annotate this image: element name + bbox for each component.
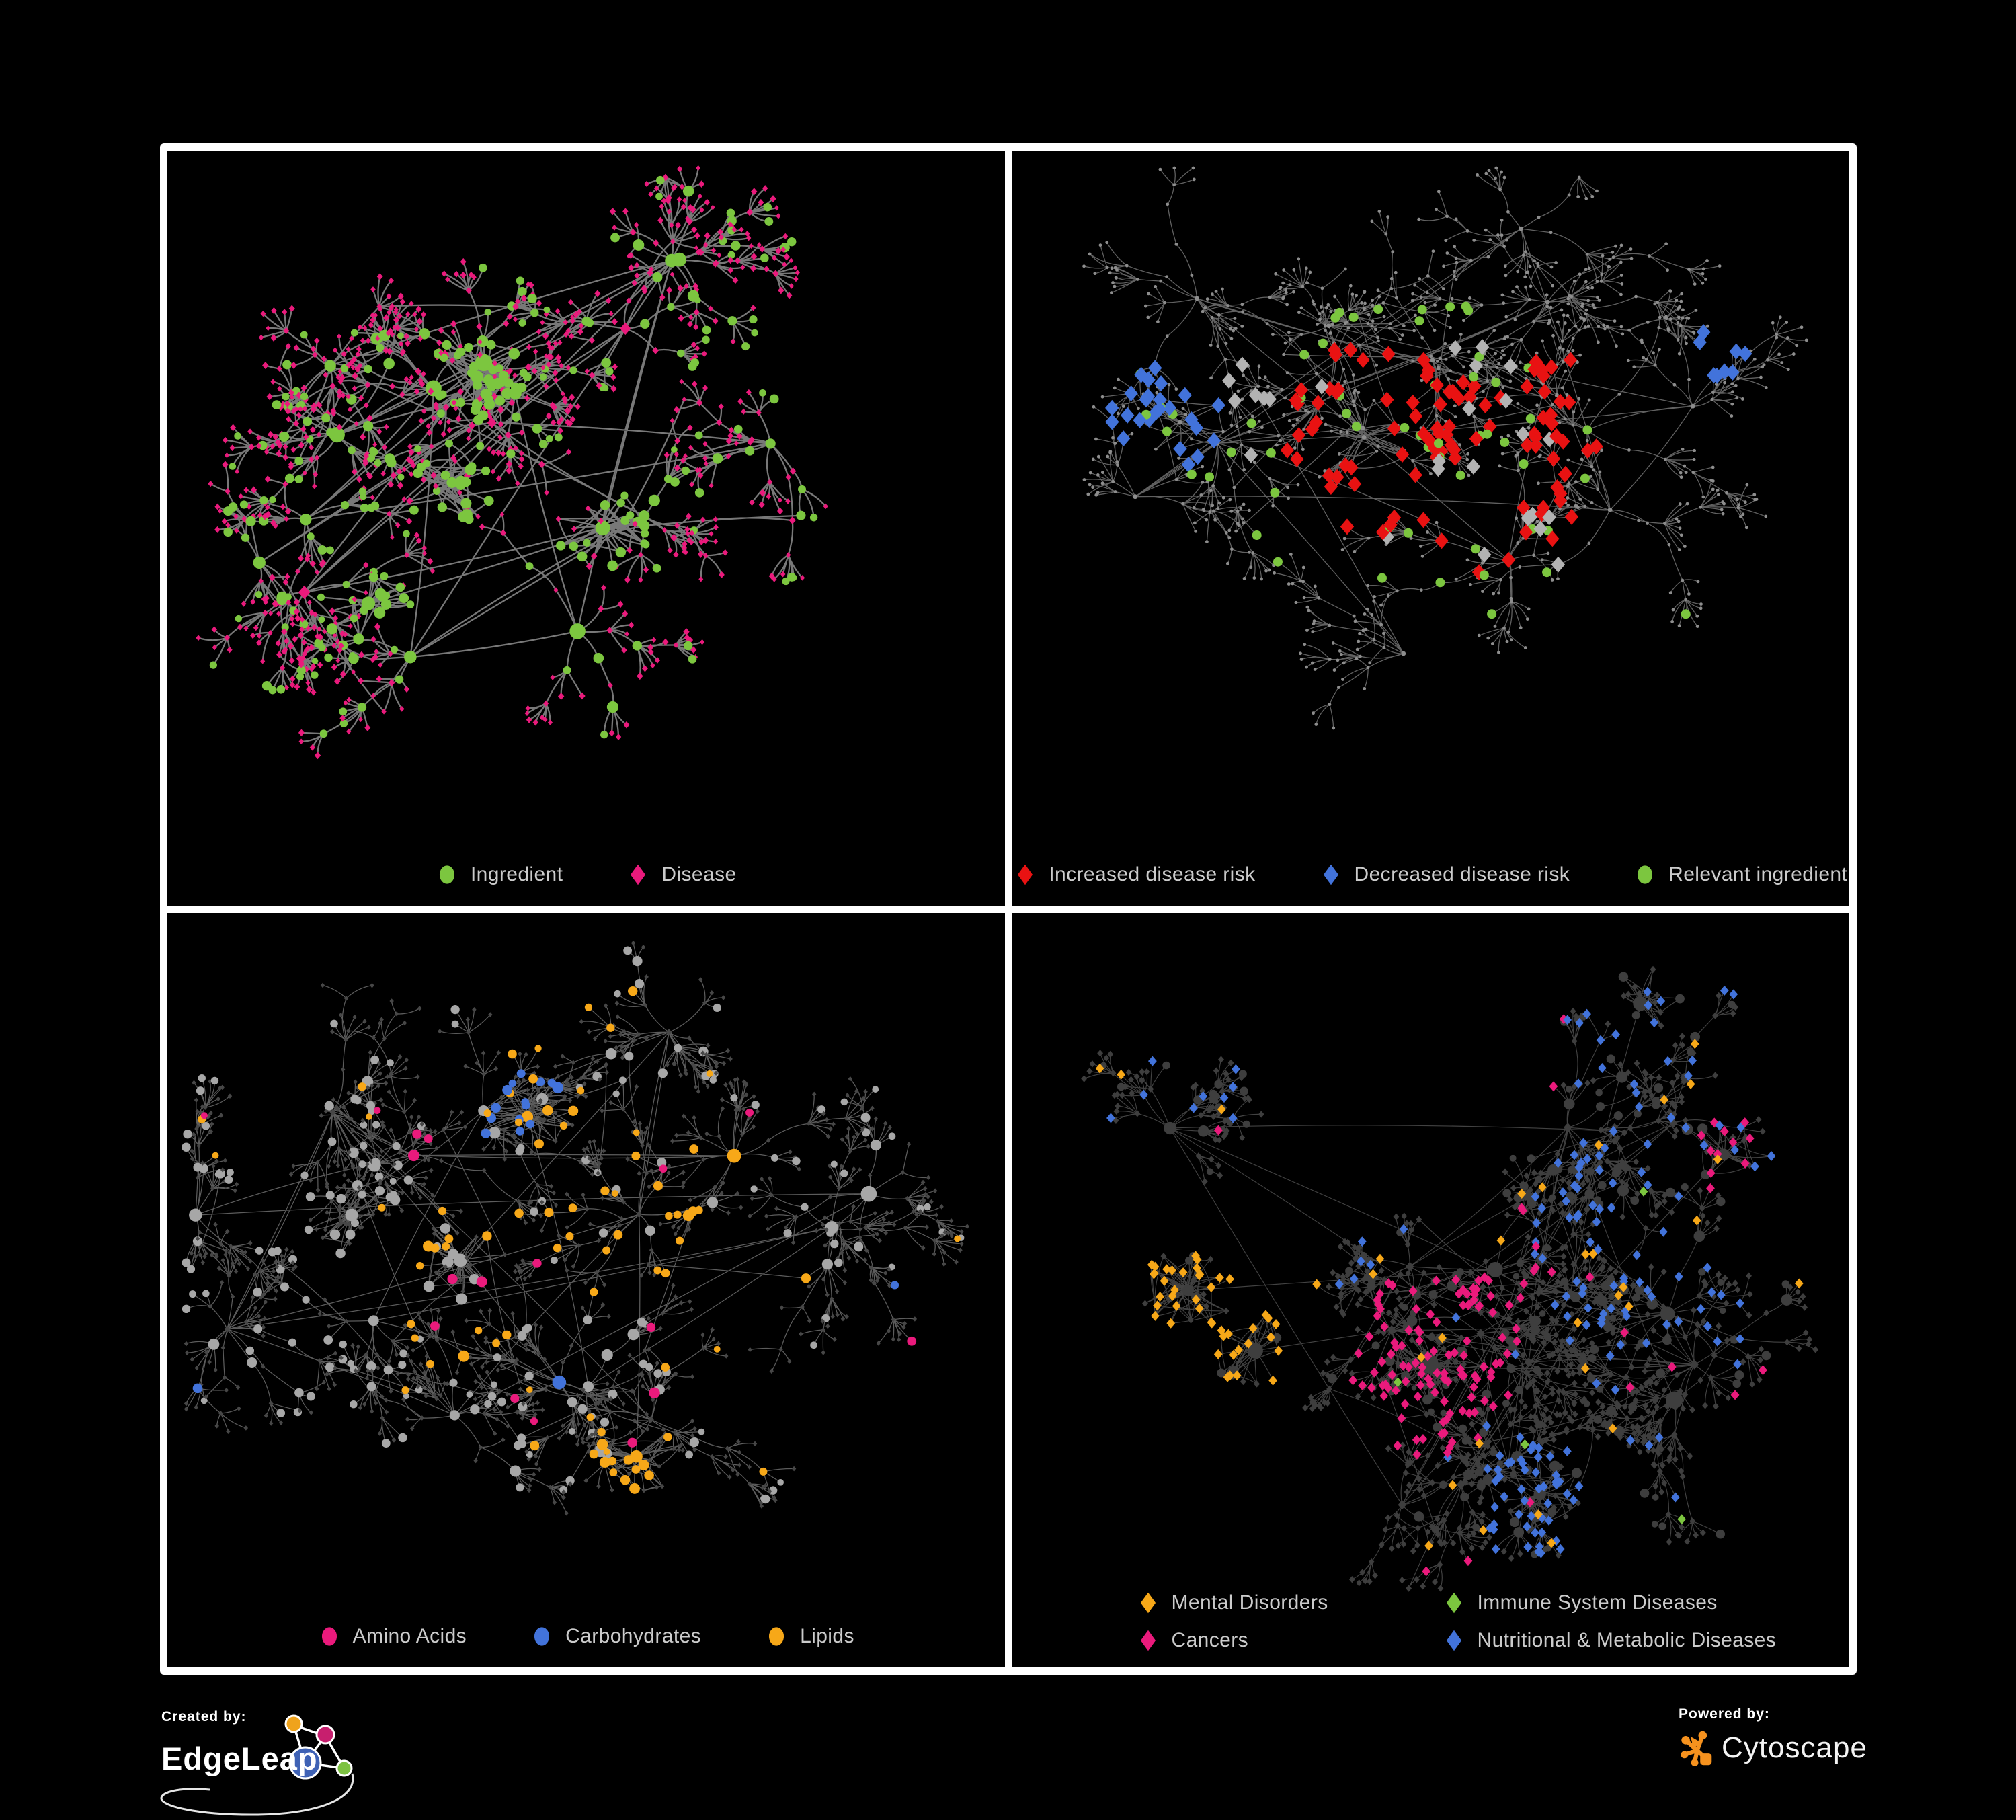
legend-label: Disease <box>661 863 737 885</box>
legend-item-decreased-disease-risk: Decreased disease risk <box>1320 861 1570 888</box>
ingredient-disease-network-graph <box>196 165 828 760</box>
circle-legend-icon <box>1638 865 1653 884</box>
panel-grid: Ingredient Disease Increased disease risk… <box>160 143 1857 1675</box>
circle-legend-icon <box>769 1627 784 1646</box>
circle-legend-icon <box>321 1627 337 1646</box>
diamond-legend-icon <box>1446 1630 1461 1651</box>
diamond-legend-icon <box>1140 1630 1156 1651</box>
legend-item-immune-system-diseases: Immune System Diseases <box>1443 1589 1718 1616</box>
legend-label: Ingredient <box>470 863 563 885</box>
legend-item-relevant-ingredient: Relevant ingredient <box>1634 861 1847 888</box>
diamond-legend-icon <box>631 864 646 885</box>
legend-item-cancers: Cancers <box>1137 1627 1249 1654</box>
legend-label: Decreased disease risk <box>1354 863 1570 885</box>
powered-by-label: Powered by: <box>1679 1706 1770 1722</box>
panel-disease-category-network: Mental Disorders Immune System Diseases Ca… <box>1012 912 1849 1667</box>
legend-disease-risk: Increased disease risk Decreased disease … <box>1012 861 1850 888</box>
legend-label: Relevant ingredient <box>1668 863 1848 885</box>
edgeleap-wordmark: EdgeLeap <box>161 1741 318 1776</box>
circle-legend-icon <box>439 865 454 884</box>
legend-item-disease: Disease <box>627 861 736 888</box>
panel-nutrient-class-network: Amino Acids Carbohydrates Lipids <box>167 912 1005 1667</box>
powered-by-block: Powered by: Cytoscape <box>1677 1706 1879 1801</box>
legend-disease-category: Mental Disorders Immune System Diseases Ca… <box>1137 1589 1777 1654</box>
legend-label: Mental Disorders <box>1171 1591 1328 1614</box>
legend-item-ingredient: Ingredient <box>436 861 563 888</box>
created-by-block: Created by: EdgeLeap <box>160 1709 563 1820</box>
diamond-legend-icon <box>1018 864 1033 885</box>
legend-item-carbohydrates: Carbohydrates <box>530 1623 701 1650</box>
legend-label: Carbohydrates <box>565 1625 702 1647</box>
disease-category-network-graph <box>1080 965 1818 1592</box>
legend-label: Cancers <box>1171 1629 1249 1651</box>
legend-label: Increased disease risk <box>1049 863 1256 885</box>
panel-ingredient-disease-network: Ingredient Disease <box>167 151 1005 906</box>
legend-label: Lipids <box>800 1625 854 1647</box>
panel-disease-risk-network: Increased disease risk Decreased disease … <box>1012 151 1850 906</box>
nutrient-class-network-graph <box>182 940 970 1516</box>
diamond-legend-icon <box>1446 1592 1461 1614</box>
disease-risk-network-graph <box>1082 166 1808 730</box>
circle-legend-icon <box>534 1627 550 1646</box>
diamond-legend-icon <box>1140 1592 1156 1614</box>
legend-label: Amino Acids <box>352 1625 467 1647</box>
legend-label: Immune System Diseases <box>1477 1591 1718 1614</box>
cytoscape-wordmark: Cytoscape <box>1722 1731 1867 1764</box>
created-by-label: Created by: <box>161 1709 247 1725</box>
legend-item-increased-disease-risk: Increased disease risk <box>1014 861 1255 888</box>
legend-item-lipids: Lipids <box>765 1623 854 1650</box>
cytoscape-logo-icon <box>1681 1731 1712 1766</box>
legend-nutrient-class: Amino Acids Carbohydrates Lipids <box>167 1623 1005 1650</box>
legend-ingredient-disease: Ingredient Disease <box>167 861 1005 888</box>
legend-item-nutritional-metabolic-diseases: Nutritional & Metabolic Diseases <box>1443 1627 1777 1654</box>
diamond-legend-icon <box>1323 864 1338 885</box>
legend-label: Nutritional & Metabolic Diseases <box>1477 1629 1777 1651</box>
legend-item-amino-acids: Amino Acids <box>318 1623 467 1650</box>
legend-item-mental-disorders: Mental Disorders <box>1137 1589 1328 1616</box>
